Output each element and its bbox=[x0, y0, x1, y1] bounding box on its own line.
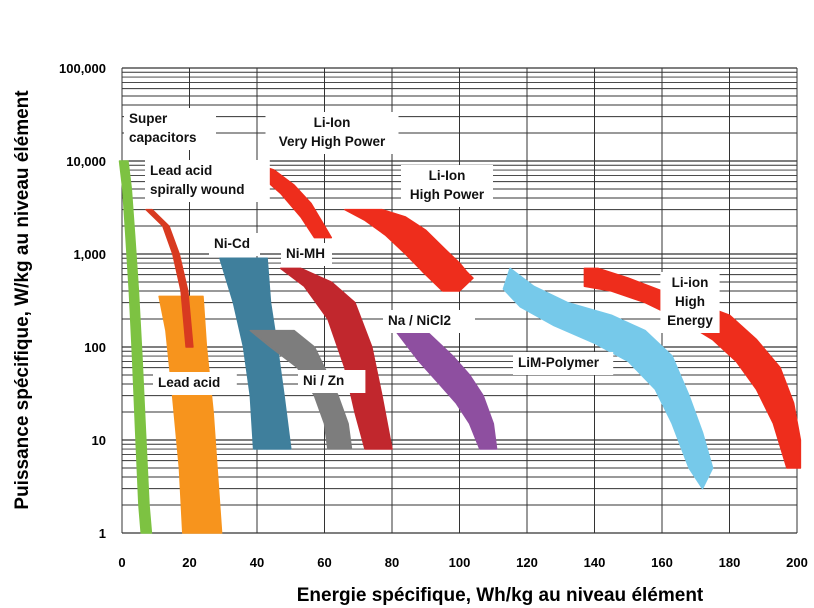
series-region-ni-mh bbox=[279, 267, 393, 450]
series-label-box bbox=[660, 272, 720, 333]
series-label-box bbox=[265, 112, 399, 154]
x-tick-label: 40 bbox=[250, 555, 264, 570]
series-label-li-ion-very-high-power: Very High Power bbox=[279, 134, 386, 149]
series-region-lead-acid bbox=[158, 295, 223, 534]
series-region-na-nicl2 bbox=[394, 329, 498, 450]
series-label-li-ion-high-power: Li-Ion bbox=[429, 168, 466, 183]
x-tick-label: 140 bbox=[584, 555, 606, 570]
series-label-lead-acid-spirally-wound: spirally wound bbox=[150, 182, 245, 197]
x-tick-label: 100 bbox=[449, 555, 471, 570]
x-tick-label: 120 bbox=[516, 555, 538, 570]
series-label-li-ion-high-energy: High bbox=[675, 294, 705, 309]
series-label-box bbox=[153, 372, 237, 395]
x-tick-label: 20 bbox=[182, 555, 196, 570]
series-label-box bbox=[281, 243, 332, 266]
y-axis-title: Puissance spécifique, W/kg au niveau élé… bbox=[12, 90, 33, 510]
y-tick-label: 1 bbox=[99, 526, 106, 541]
series-label-li-ion-high-power: High Power bbox=[410, 187, 485, 202]
series-label-lim-polymer: LiM-Polymer bbox=[518, 355, 600, 370]
series-label-ni-mh: Ni-MH bbox=[286, 246, 325, 261]
series-labels: Super capacitors Lead acid Lead acid spirall… bbox=[124, 108, 720, 395]
series-label-box bbox=[209, 233, 260, 256]
y-tick-label: 100 bbox=[84, 340, 106, 355]
series-label-ni-zn: Ni / Zn bbox=[303, 373, 344, 388]
y-tick-label: 10,000 bbox=[66, 154, 106, 169]
x-axis-title: Energie spécifique, Wh/kg au niveau élém… bbox=[297, 585, 704, 606]
series-region-lim-polymer bbox=[502, 267, 714, 490]
series-label-box bbox=[383, 310, 475, 333]
series-label-ni-cd: Ni-Cd bbox=[214, 236, 250, 251]
series-label-box bbox=[513, 352, 614, 375]
series-label-box bbox=[145, 160, 270, 202]
y-tick-label: 10 bbox=[92, 433, 106, 448]
series-label-lead-acid-spirally-wound: Lead acid bbox=[150, 163, 212, 178]
series-label-na-nicl2: Na / NiCl2 bbox=[388, 313, 451, 328]
y-tick-label: 1,000 bbox=[73, 247, 106, 262]
x-tick-label: 80 bbox=[385, 555, 399, 570]
x-tick-label: 60 bbox=[317, 555, 331, 570]
series-label-super-capacitors: capacitors bbox=[129, 130, 197, 145]
series-label-box bbox=[298, 370, 366, 393]
series-label-super-capacitors: Super bbox=[129, 111, 168, 126]
x-tick-label: 160 bbox=[651, 555, 673, 570]
series-region-li-ion-high-power bbox=[344, 208, 474, 292]
series-label-li-ion-high-energy: Energy bbox=[667, 313, 713, 328]
x-tick-label: 180 bbox=[719, 555, 741, 570]
series-label-li-ion-high-energy: Li-ion bbox=[672, 275, 709, 290]
series-region-ni-zn bbox=[249, 329, 353, 450]
series-region-lead-acid-spirally-wound bbox=[145, 208, 194, 348]
series-label-li-ion-very-high-power: Li-Ion bbox=[314, 115, 351, 130]
axis-ticks: 0 20 40 60 80 100 120 140 160 180 200 1 10 100 1,000 10… bbox=[59, 61, 808, 570]
series-region-ni-cd bbox=[219, 257, 292, 450]
series-region-super-capacitors bbox=[118, 160, 153, 534]
x-tick-label: 0 bbox=[118, 555, 125, 570]
y-tick-label: 100,000 bbox=[59, 61, 106, 76]
series-label-box bbox=[124, 108, 216, 150]
x-tick-label: 200 bbox=[786, 555, 808, 570]
series-label-box bbox=[401, 165, 493, 207]
series-label-lead-acid: Lead acid bbox=[158, 375, 220, 390]
series-layer bbox=[118, 160, 802, 534]
